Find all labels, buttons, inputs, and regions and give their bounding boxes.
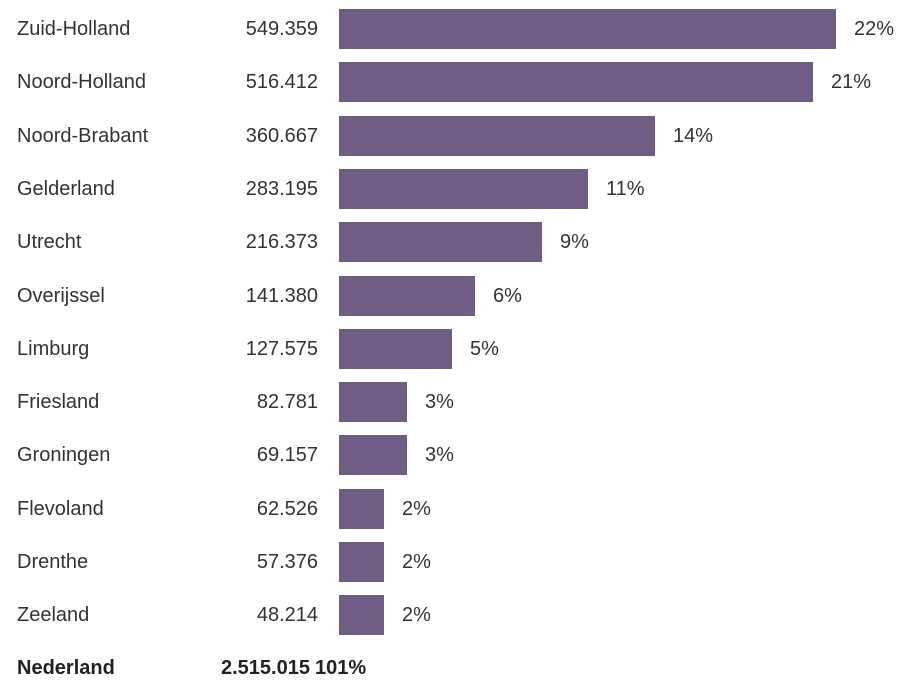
bar	[339, 169, 588, 209]
percent-label: 22%	[854, 18, 895, 40]
bar	[339, 435, 407, 475]
chart-row: Groningen 69.157 3%	[0, 435, 901, 475]
bar	[339, 595, 384, 635]
value-label: 141.380	[245, 285, 318, 307]
value-label: 57.376	[256, 551, 318, 573]
total-value-group: 2.515.015 101%	[221, 648, 366, 688]
bar	[339, 276, 475, 316]
category-label: Drenthe	[17, 551, 89, 573]
value-label: 516.412	[245, 71, 318, 93]
category-label: Zuid-Holland	[17, 18, 131, 40]
bar	[339, 62, 813, 102]
category-label: Groningen	[17, 444, 111, 466]
percent-label: 2%	[402, 551, 431, 573]
category-label: Zeeland	[17, 604, 90, 626]
category-label: Flevoland	[17, 498, 104, 520]
category-label: Utrecht	[17, 231, 82, 253]
bar	[339, 9, 836, 49]
chart-row: Utrecht 216.373 9%	[0, 222, 901, 262]
percent-label: 11%	[606, 178, 645, 200]
bar	[339, 382, 407, 422]
chart-row: Flevoland 62.526 2%	[0, 489, 901, 529]
category-label: Noord-Holland	[17, 71, 146, 93]
value-label: 283.195	[245, 178, 318, 200]
chart-row: Drenthe 57.376 2%	[0, 542, 901, 582]
total-label: Nederland	[17, 657, 115, 679]
chart-row: Zeeland 48.214 2%	[0, 595, 901, 635]
chart-row: Gelderland 283.195 11%	[0, 169, 901, 209]
value-label: 82.781	[256, 391, 318, 413]
bar	[339, 542, 384, 582]
total-value: 2.515.015	[221, 657, 310, 679]
percent-label: 3%	[425, 391, 454, 413]
bar	[339, 116, 655, 156]
value-label: 62.526	[256, 498, 318, 520]
percent-label: 5%	[470, 338, 499, 360]
percent-label: 2%	[402, 498, 431, 520]
category-label: Noord-Brabant	[17, 125, 149, 147]
percent-label: 6%	[493, 285, 522, 307]
chart-row: Friesland 82.781 3%	[0, 382, 901, 422]
value-label: 360.667	[245, 125, 318, 147]
bar	[339, 222, 542, 262]
bar	[339, 489, 384, 529]
category-label: Friesland	[17, 391, 100, 413]
chart-row: Zuid-Holland 549.359 22%	[0, 9, 901, 49]
percent-label: 2%	[402, 604, 431, 626]
chart-row: Overijssel 141.380 6%	[0, 276, 901, 316]
percent-label: 9%	[560, 231, 589, 253]
value-label: 69.157	[256, 444, 318, 466]
value-label: 549.359	[245, 18, 318, 40]
chart-row: Noord-Brabant 360.667 14%	[0, 116, 901, 156]
value-label: 216.373	[245, 231, 318, 253]
category-label: Gelderland	[17, 178, 115, 200]
value-label: 48.214	[256, 604, 318, 626]
chart-row: Noord-Holland 516.412 21%	[0, 62, 901, 102]
category-label: Overijssel	[17, 285, 105, 307]
total-percent: 101%	[314, 657, 367, 679]
total-row: Nederland 2.515.015 101%	[0, 648, 901, 688]
bar	[339, 329, 452, 369]
category-label: Limburg	[17, 338, 90, 360]
chart-row: Limburg 127.575 5%	[0, 329, 901, 369]
percent-label: 14%	[673, 125, 714, 147]
percent-label: 3%	[425, 444, 454, 466]
percent-label: 21%	[831, 71, 872, 93]
value-label: 127.575	[245, 338, 318, 360]
